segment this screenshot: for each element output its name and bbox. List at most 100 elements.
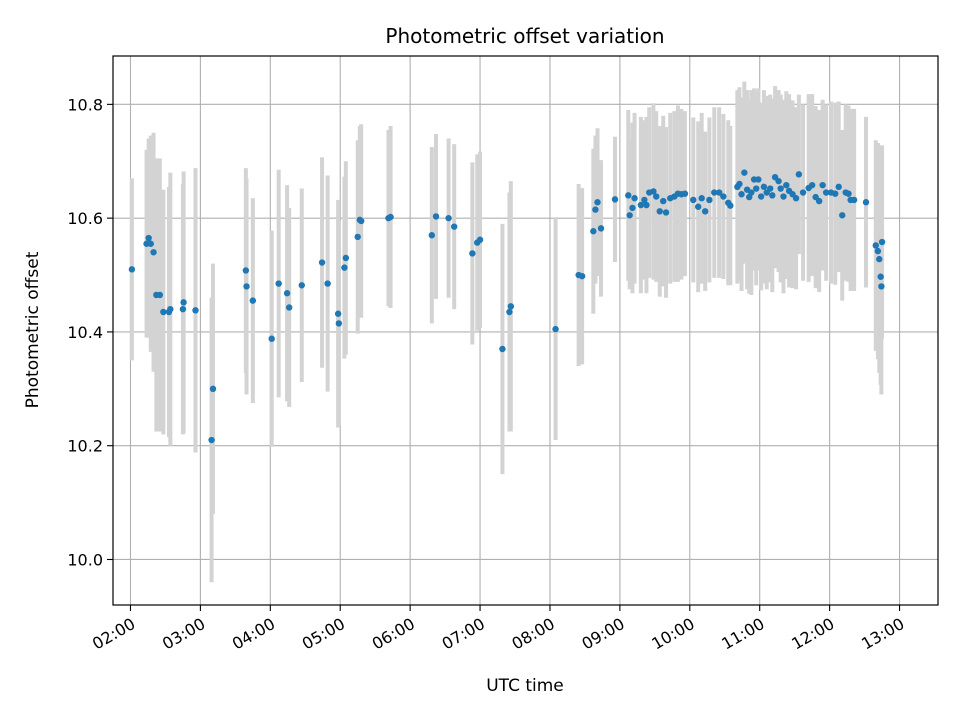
data-point bbox=[275, 280, 282, 287]
data-point bbox=[637, 201, 645, 209]
data-point bbox=[650, 188, 657, 195]
data-point bbox=[656, 208, 663, 215]
data-point bbox=[799, 189, 807, 196]
data-point bbox=[626, 212, 633, 219]
y-tick-label: 10.6 bbox=[67, 209, 103, 228]
data-point bbox=[499, 345, 506, 353]
data-point bbox=[715, 189, 723, 196]
data-point bbox=[156, 291, 164, 299]
data-point bbox=[662, 209, 670, 216]
data-point bbox=[775, 177, 782, 185]
data-point bbox=[428, 232, 436, 239]
data-point bbox=[243, 283, 250, 290]
data-point bbox=[876, 255, 883, 263]
data-point bbox=[128, 266, 136, 273]
data-point bbox=[147, 240, 154, 247]
data-point bbox=[387, 213, 394, 221]
data-point bbox=[681, 190, 689, 197]
chart-title: Photometric offset variation bbox=[385, 24, 664, 48]
data-point bbox=[741, 169, 748, 176]
data-point bbox=[192, 307, 199, 314]
data-point bbox=[507, 303, 515, 310]
data-point bbox=[552, 325, 559, 333]
data-point bbox=[690, 196, 697, 204]
x-axis-label: UTC time bbox=[486, 676, 564, 696]
data-point bbox=[342, 254, 350, 262]
data-point bbox=[631, 195, 638, 202]
data-point bbox=[706, 196, 713, 204]
data-point bbox=[597, 225, 605, 232]
data-point bbox=[877, 273, 884, 280]
data-point bbox=[450, 223, 458, 230]
data-point bbox=[432, 213, 440, 220]
data-point bbox=[641, 196, 648, 204]
data-point bbox=[324, 280, 331, 287]
data-point bbox=[578, 272, 586, 280]
y-tick-label: 10.2 bbox=[67, 437, 103, 456]
data-point bbox=[777, 185, 784, 192]
data-point bbox=[335, 320, 343, 327]
data-point bbox=[698, 195, 705, 202]
data-point bbox=[150, 249, 157, 256]
data-point bbox=[738, 191, 745, 198]
data-point bbox=[318, 259, 326, 266]
data-point bbox=[769, 192, 776, 199]
data-point bbox=[590, 228, 597, 235]
data-point bbox=[792, 195, 800, 202]
data-point bbox=[285, 304, 293, 311]
data-point bbox=[242, 267, 250, 274]
data-point bbox=[249, 297, 257, 304]
data-point bbox=[780, 193, 787, 200]
data-point bbox=[629, 204, 636, 212]
y-tick-label: 10.8 bbox=[67, 95, 103, 114]
data-point bbox=[832, 190, 839, 197]
y-axis-label: Photometric offset bbox=[23, 251, 43, 408]
data-point bbox=[594, 199, 601, 206]
data-point bbox=[795, 171, 803, 178]
data-point bbox=[341, 264, 348, 271]
data-point bbox=[660, 197, 667, 205]
data-point bbox=[755, 176, 762, 183]
data-point bbox=[283, 290, 291, 297]
y-tick-label: 10.0 bbox=[67, 550, 103, 569]
data-point bbox=[874, 247, 882, 255]
data-point bbox=[850, 196, 858, 204]
data-point bbox=[845, 190, 852, 197]
data-point bbox=[357, 217, 365, 225]
data-point bbox=[878, 238, 886, 246]
data-point bbox=[878, 283, 885, 290]
data-point bbox=[701, 208, 709, 215]
data-point bbox=[720, 193, 727, 200]
data-point bbox=[653, 193, 660, 200]
data-point bbox=[354, 233, 361, 241]
data-point bbox=[208, 436, 215, 444]
data-point bbox=[748, 189, 755, 196]
data-point bbox=[334, 310, 342, 317]
data-point bbox=[506, 308, 513, 316]
data-point bbox=[145, 234, 152, 242]
data-point bbox=[839, 212, 846, 219]
data-point bbox=[711, 189, 718, 196]
data-point bbox=[268, 335, 275, 342]
data-point bbox=[694, 203, 702, 210]
data-point bbox=[476, 236, 484, 243]
data-point bbox=[469, 250, 476, 257]
data-point bbox=[736, 180, 743, 188]
data-point bbox=[760, 183, 768, 191]
data-point bbox=[209, 385, 217, 393]
data-point bbox=[611, 196, 619, 203]
y-tick-label: 10.4 bbox=[67, 323, 103, 342]
data-point bbox=[822, 189, 830, 196]
data-point bbox=[160, 308, 167, 316]
data-point bbox=[727, 202, 734, 209]
data-point bbox=[767, 185, 774, 192]
data-point bbox=[592, 206, 599, 213]
data-point bbox=[445, 214, 452, 222]
data-point bbox=[783, 181, 790, 189]
data-point bbox=[757, 193, 765, 200]
data-point bbox=[808, 181, 816, 189]
data-point bbox=[862, 199, 870, 206]
data-point bbox=[753, 185, 760, 192]
data-point bbox=[179, 305, 187, 313]
data-point bbox=[298, 282, 305, 289]
